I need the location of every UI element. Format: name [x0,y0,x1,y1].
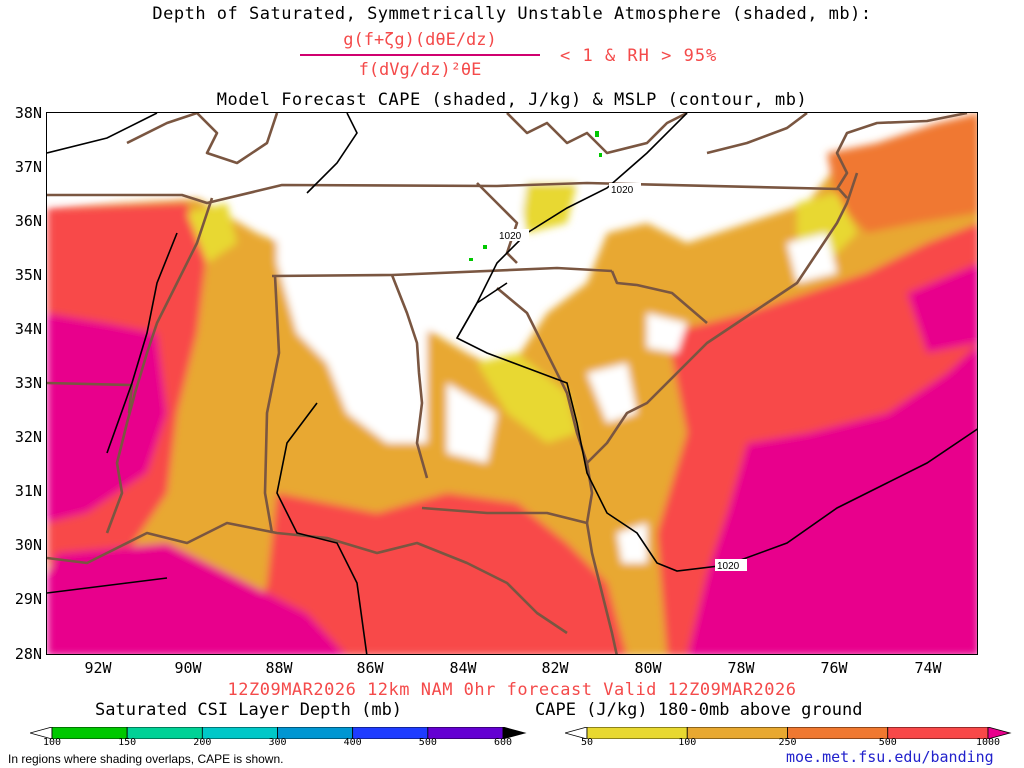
formula-fraction-bar [300,54,540,56]
csi-formula: g(f+ζg)(dθE/dz) f(dVg/dz)²θE [300,28,540,81]
longitude-label: 76W [820,659,848,677]
colorbar-tick-label: 500 [878,737,897,748]
longitude-label: 78W [727,659,755,677]
state-borders [47,113,968,654]
colorbar-tick-label: 100 [42,737,62,748]
csi-criteria: < 1 & RH > 95% [560,46,718,66]
latitude-label: 33N [14,374,42,392]
latitude-label: 30N [14,536,42,554]
isobar-label: 1020 [717,561,740,572]
latitude-label: 29N [14,590,42,608]
csi-colorbar [30,727,527,739]
longitude-label: 90W [174,659,202,677]
longitude-label: 86W [356,659,384,677]
latitude-label: 31N [14,482,42,500]
cape-colorbar [565,727,1012,739]
latitude-label: 37N [14,158,42,176]
colorbar-tick-label: 600 [493,737,513,748]
colorbar-tick-label: 300 [268,737,287,748]
colorbar-swatch [987,727,1012,739]
longitude-label: 92W [84,659,112,677]
longitude-label: 84W [449,659,477,677]
longitude-label: 88W [265,659,293,677]
colorbar-tick-label: 150 [118,737,137,748]
colorbar-tick-label: 200 [193,737,212,748]
latitude-label: 28N [14,645,42,663]
title-line-1: Depth of Saturated, Symmetrically Unstab… [152,4,872,24]
latitude-label: 36N [14,212,42,230]
csi-legend-title: Saturated CSI Layer Depth (mb) [95,700,403,720]
colorbar-swatch [502,727,527,739]
longitude-label: 74W [914,659,942,677]
colorbar-tick-label: 1000 [975,737,1001,748]
footnote: In regions where shading overlaps, CAPE … [8,752,284,766]
isobar-label: 1020 [611,185,634,196]
colorbar-tick-label: 250 [778,737,797,748]
longitude-label: 80W [634,659,662,677]
isobar-label-group: 1020 1020 1020 [497,183,747,572]
latitude-label: 32N [14,428,42,446]
cape-shading [47,113,977,654]
map-canvas: 1020 1020 1020 [47,113,977,654]
cape-legend-title: CAPE (J/kg) 180-0mb above ground [535,700,863,720]
longitude-label: 82W [541,659,569,677]
formula-denominator: f(dVg/dz)²θE [358,60,482,80]
colorbar-tick-label: 100 [678,737,697,748]
title-line-3: Model Forecast CAPE (shaded, J/kg) & MSL… [216,90,808,110]
latitude-label: 34N [14,320,42,338]
source-url[interactable]: moe.met.fsu.edu/banding [786,748,994,766]
colorbar-tick-label: 400 [343,737,362,748]
latitude-label: 38N [14,104,42,122]
colorbar-tick-label: 50 [580,737,594,748]
valid-time: 12Z09MAR2026 12km NAM 0hr forecast Valid… [227,680,797,700]
mslp-isobars [47,113,977,654]
csi-shading [469,131,602,261]
isobar-label: 1020 [499,231,522,242]
latitude-label: 35N [14,266,42,284]
formula-numerator: g(f+ζg)(dθE/dz) [343,30,497,50]
forecast-map: 1020 1020 1020 [46,112,978,655]
colorbar-tick-label: 500 [418,737,437,748]
